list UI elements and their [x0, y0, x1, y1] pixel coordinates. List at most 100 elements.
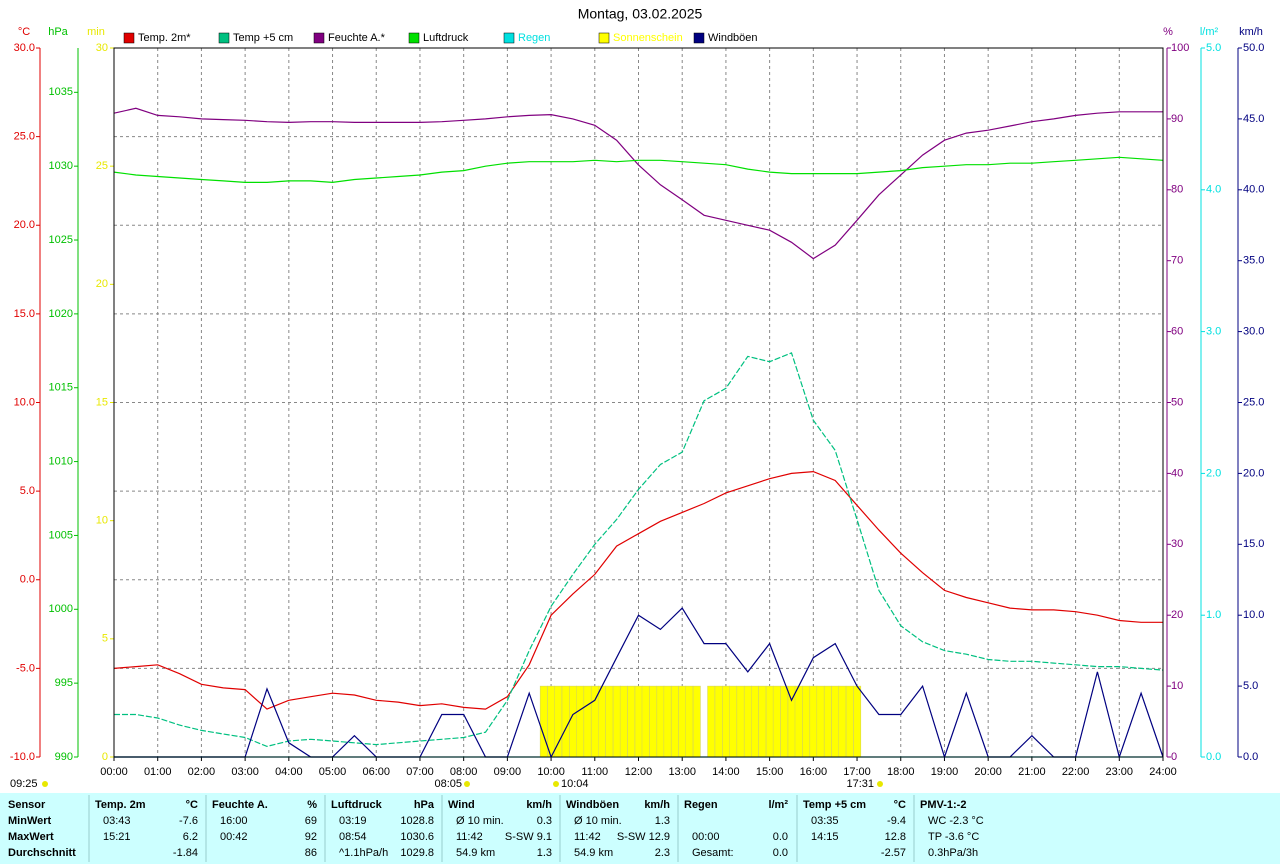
cell: 00:42 — [220, 831, 248, 843]
legend-swatch — [123, 32, 135, 44]
y-tick-label: 30 — [1171, 538, 1183, 550]
cell: 1028.8 — [400, 815, 434, 827]
column-unit: % — [307, 799, 317, 811]
axis-unit-label: min — [87, 26, 105, 38]
y-tick-label: 15 — [96, 396, 108, 408]
legend-label: Regen — [518, 32, 550, 44]
x-tick-label: 13:00 — [668, 766, 696, 778]
y-tick-label: 20.0 — [1243, 467, 1264, 479]
table-background — [0, 793, 1280, 864]
legend-swatch — [503, 32, 515, 44]
legend-swatch — [408, 32, 420, 44]
cell: 00:00 — [692, 831, 720, 843]
cell: WC -2.3 °C — [928, 815, 984, 827]
cell: 0.3 — [537, 815, 552, 827]
x-tick-label: 09:00 — [494, 766, 522, 778]
cell: 54.9 km — [574, 847, 613, 859]
series-line — [113, 156, 1164, 184]
x-tick-label: 00:00 — [100, 766, 128, 778]
cell: -7.6 — [179, 815, 198, 827]
legend-label: Feuchte A.* — [328, 32, 386, 44]
y-tick-label: 30 — [96, 42, 108, 54]
column-title: Temp. 2m — [95, 799, 146, 811]
column-unit: hPa — [414, 799, 435, 811]
x-tick-label: 20:00 — [974, 766, 1002, 778]
y-tick-label: 1035 — [49, 86, 73, 98]
y-tick-label: 25.0 — [1243, 396, 1264, 408]
x-tick-label: 10:00 — [537, 766, 565, 778]
column-unit: km/h — [526, 799, 552, 811]
sunshine-bar — [569, 685, 577, 758]
y-tick-label: 0.0 — [1243, 751, 1258, 763]
y-tick-label: 0 — [102, 751, 108, 763]
y-tick-label: 0 — [1171, 751, 1177, 763]
axis-unit-label: l/m² — [1200, 26, 1219, 38]
sunshine-bar — [736, 685, 745, 758]
row-label: MaxWert — [8, 831, 54, 843]
sunshine-bar — [853, 685, 862, 758]
legend-label: Sonnenschein — [613, 32, 683, 44]
x-tick-label: 08:00 — [450, 766, 478, 778]
sunshine-bar — [809, 685, 818, 758]
y-tick-label: 35.0 — [1243, 255, 1264, 267]
y-tick-label: 20.0 — [14, 219, 35, 231]
y-tick-label: 25 — [96, 160, 108, 172]
y-tick-label: 1010 — [49, 455, 73, 467]
legend-swatch — [693, 32, 705, 44]
column-title: PMV-1:-2 — [920, 799, 966, 811]
x-tick-label: 01:00 — [144, 766, 172, 778]
column-title: Regen — [684, 799, 718, 811]
series-line — [114, 352, 1164, 748]
x-tick-label: 18:00 — [887, 766, 915, 778]
y-tick-label: 10.0 — [14, 396, 35, 408]
sunshine-bar — [802, 685, 810, 758]
sun-icon — [464, 781, 470, 787]
sunshine-bar — [547, 685, 556, 758]
x-tick-label: 24:00 — [1149, 766, 1177, 778]
legend-swatch — [218, 32, 230, 44]
series-line — [113, 107, 1163, 260]
sunshine-bar — [561, 685, 570, 758]
cell: 11:42 — [574, 831, 601, 843]
sunshine-bar — [692, 685, 701, 758]
cell: S-SW 9.1 — [505, 831, 552, 843]
y-tick-label: 80 — [1171, 184, 1183, 196]
x-tick-label: 02:00 — [188, 766, 216, 778]
column-title: Windböen — [566, 799, 619, 811]
cell: 03:35 — [811, 815, 839, 827]
cell: 6.2 — [183, 831, 198, 843]
column-title: Feuchte A. — [212, 799, 268, 811]
cell: TP -3.6 °C — [928, 831, 979, 843]
column-unit: °C — [894, 799, 906, 811]
y-tick-label: 1015 — [49, 382, 73, 394]
y-tick-label: 10 — [1171, 680, 1183, 692]
annotation: 09:25 — [10, 778, 38, 790]
sunshine-bar — [744, 685, 752, 758]
cell: -2.57 — [881, 847, 906, 859]
cell: 1.3 — [655, 815, 670, 827]
sunshine-bar — [816, 685, 825, 758]
x-tick-label: 19:00 — [931, 766, 959, 778]
x-tick-label: 06:00 — [362, 766, 390, 778]
sun-icon — [877, 781, 883, 787]
y-tick-label: 1000 — [49, 603, 73, 615]
x-tick-label: 23:00 — [1106, 766, 1134, 778]
sunshine-bar — [605, 685, 614, 758]
cell: 1.3 — [537, 847, 552, 859]
legend-label: Luftdruck — [423, 32, 469, 44]
y-tick-label: 50.0 — [1243, 42, 1264, 54]
y-tick-label: 1020 — [49, 308, 73, 320]
y-tick-label: 0.0 — [20, 574, 35, 586]
sunshine-bar — [772, 685, 781, 758]
legend-swatch — [313, 32, 325, 44]
sunshine-bar — [685, 685, 694, 758]
x-tick-label: 21:00 — [1018, 766, 1046, 778]
sunshine-bar — [641, 685, 650, 758]
sunshine-bar — [707, 685, 716, 758]
y-tick-label: 5.0 — [20, 485, 35, 497]
legend-swatch — [598, 32, 610, 44]
y-tick-label: 5 — [102, 633, 108, 645]
sun-icon — [42, 781, 48, 787]
x-tick-label: 22:00 — [1062, 766, 1090, 778]
